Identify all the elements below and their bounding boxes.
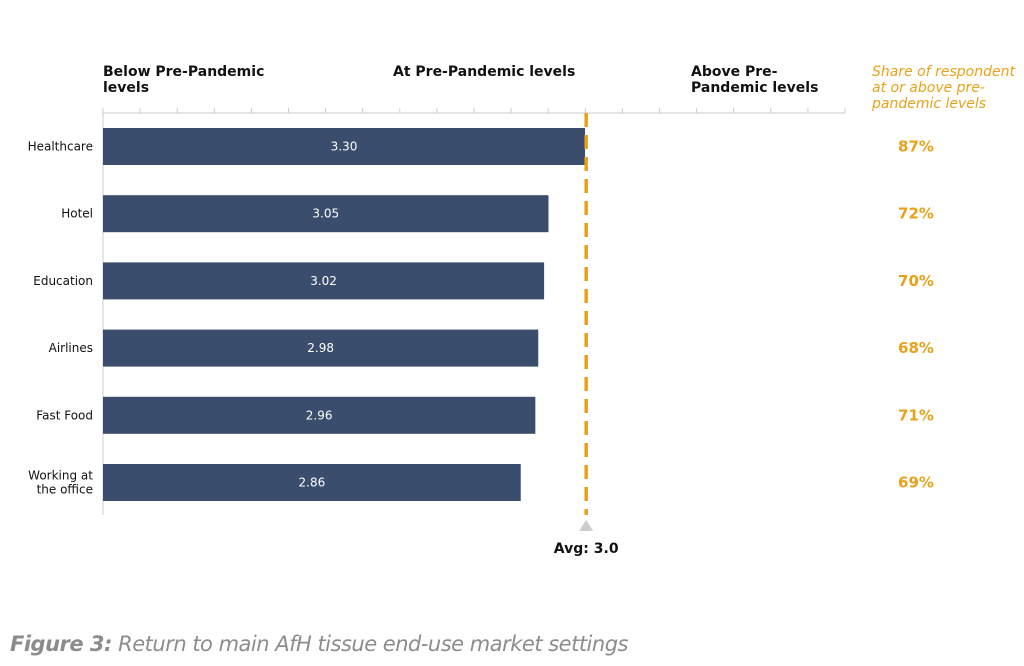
category-label: Airlines	[49, 341, 93, 355]
header-above-pre-pandemic: Above Pre-Pandemic levels	[691, 64, 819, 96]
share-value: 72%	[898, 205, 934, 223]
header-below-pre-pandemic: Below Pre-Pandemic levels	[103, 64, 265, 96]
header-at-pre-pandemic: At Pre-Pandemic levels	[393, 64, 576, 80]
share-header-line: pandemic levels	[872, 96, 987, 112]
category-label: Education	[33, 274, 93, 288]
bar	[103, 195, 549, 233]
bar-value-label: 2.96	[306, 408, 333, 422]
bar-value-label: 2.86	[299, 476, 326, 490]
bar	[103, 396, 536, 434]
bar-value-label: 3.30	[331, 140, 358, 154]
average-label: Avg: 3.0	[554, 541, 619, 557]
figure-caption: Figure 3: Return to main AfH tissue end-…	[10, 632, 628, 656]
category-label: Healthcare	[28, 140, 93, 154]
share-value: 71%	[898, 406, 934, 424]
share-value: 68%	[898, 339, 934, 357]
bar	[103, 128, 585, 165]
share-column-header: Share of respondent at or above pre- pan…	[872, 64, 1024, 112]
average-marker	[579, 520, 594, 531]
bar-chart: 3.30 Healthcare 87% 3.05 Hotel 72% 3.02 Educati…	[28, 108, 934, 557]
category-label: Fast Food	[36, 408, 93, 422]
share-value: 69%	[898, 474, 934, 492]
bar-value-label: 2.98	[307, 341, 334, 355]
figure-caption-text: Return to main AfH tissue end-use market…	[118, 632, 628, 656]
share-header-line: at or above pre-	[872, 80, 985, 96]
bar	[103, 329, 539, 367]
share-header-line: Share of respondent	[872, 64, 1015, 80]
category-label: the office	[37, 483, 93, 497]
bar	[103, 464, 521, 501]
share-value: 87%	[898, 138, 934, 156]
bar-value-label: 3.02	[310, 274, 337, 288]
bar	[103, 262, 545, 300]
bar-value-label: 3.05	[312, 207, 339, 221]
figure-caption-prefix: Figure 3:	[10, 632, 112, 656]
category-label: Working at	[28, 469, 93, 483]
category-label: Hotel	[61, 207, 93, 221]
share-value: 70%	[898, 272, 934, 290]
